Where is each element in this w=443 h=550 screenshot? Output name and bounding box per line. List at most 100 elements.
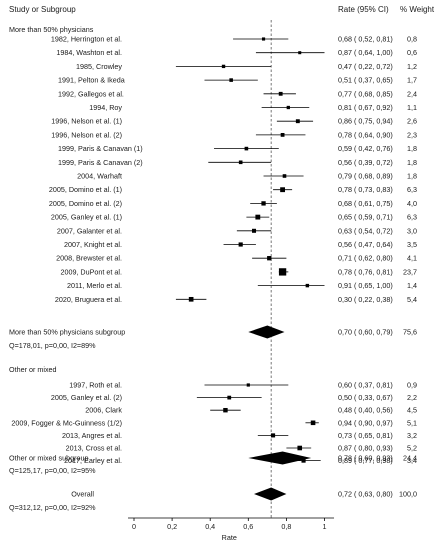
ci-value: 0,65 ( 0,59, 0,71) (338, 213, 393, 222)
ci-value: 0,87 ( 0,80, 0,93) (338, 444, 393, 453)
study-label: 2005, Domino et al. (2) (49, 199, 122, 208)
ci-value: 0,30 ( 0,22, 0,38) (338, 295, 393, 304)
study-label: 1991, Pelton & Ikeda (58, 76, 125, 85)
ci-value: 0,70 ( 0,60, 0,79) (338, 328, 393, 337)
x-tick-label: 0,4 (205, 522, 215, 531)
group-title: Other or mixed (9, 365, 57, 374)
point-estimate-square (188, 296, 194, 302)
weight-value: 1,1 (407, 103, 417, 112)
study-label: 1999, Paris & Canavan (1) (58, 144, 143, 153)
overall-label: Overall (71, 490, 94, 499)
ci-value: 0,78 ( 0,73, 0,83) (338, 185, 393, 194)
heterogeneity-stats: Q=125,17, p=0,00, I2=95% (9, 466, 96, 475)
weight-value: 3,4 (407, 456, 417, 465)
ci-value: 0,71 ( 0,62, 0,80) (338, 254, 393, 263)
overall-diamond (254, 487, 287, 501)
weight-value: 5,1 (407, 418, 417, 427)
weight-value: 1,8 (407, 172, 417, 181)
weight-value: 0,6 (407, 48, 417, 57)
study-label: 2020, Bruguera et al. (55, 295, 122, 304)
x-tick-label: 0,8 (281, 522, 291, 531)
study-label: 1996, Nelson et al. (1) (51, 117, 122, 126)
study-label: 2005, Ganley et al. (2) (51, 393, 122, 402)
heterogeneity-stats: Q=312,12, p=0,00, I2=92% (9, 503, 96, 512)
ci-value: 0,78 ( 0,64, 0,90) (338, 130, 393, 139)
weight-value: 4,0 (407, 199, 417, 208)
study-label: 2004, Warhaft (77, 172, 122, 181)
weight-value: 4,5 (407, 406, 417, 415)
weight-value: 1,4 (407, 281, 417, 290)
header-weight: % Weight (400, 5, 435, 14)
point-estimate-square (310, 420, 316, 426)
point-estimate-square (238, 160, 243, 165)
study-label: 2009, Fogger & Mc-Guinness (1/2) (11, 418, 122, 427)
ci-value: 0,68 ( 0,61, 0,75) (338, 199, 393, 208)
study-label: 2013, Angres et al. (62, 431, 122, 440)
ci-value: 0,78 ( 0,60, 0,93) (338, 454, 393, 463)
point-estimate-square (246, 383, 250, 387)
point-estimate-square (261, 201, 266, 206)
subgroup-diamond (248, 325, 285, 339)
study-label: 1992, Gallegos et al. (58, 89, 124, 98)
point-estimate-square (238, 242, 243, 247)
subgroup-label: Other or mixed subgroup (9, 454, 89, 463)
ci-value: 0,94 ( 0,90, 0,97) (338, 418, 393, 427)
study-label: 2017, Earley et al. (64, 456, 122, 465)
point-estimate-square (227, 395, 232, 400)
point-estimate-square (280, 187, 286, 193)
ci-value: 0,89 ( 0,77, 0,98) (338, 456, 393, 465)
weight-value: 2,6 (407, 117, 417, 126)
weight-value: 5,4 (407, 295, 417, 304)
study-label: 1996, Nelson et al. (2) (51, 130, 122, 139)
study-label: 2007, Galanter et al. (57, 226, 122, 235)
study-label: 2011, Merlo et al. (67, 281, 122, 290)
point-estimate-square (255, 214, 261, 220)
ci-value: 0,79 ( 0,68, 0,89) (338, 172, 393, 181)
weight-value: 2,3 (407, 130, 417, 139)
subgroup-diamond (248, 451, 312, 465)
point-estimate-square (278, 268, 287, 276)
weight-value: 2,2 (407, 393, 417, 402)
point-estimate-square (282, 174, 287, 178)
header-study: Study or Subgroup (9, 5, 76, 14)
study-label: 1984, Washton et al. (56, 48, 122, 57)
header-rate: Rate (95% CI) (338, 5, 389, 14)
ci-value: 0,87 ( 0,64, 1,00) (338, 48, 393, 57)
study-label: 1997, Roth et al. (69, 381, 122, 390)
ci-value: 0,73 ( 0,65, 0,81) (338, 431, 393, 440)
weight-value: 4,1 (407, 254, 417, 263)
study-label: 2006, Clark (85, 406, 122, 415)
point-estimate-square (280, 133, 285, 137)
study-label: 1999, Paris & Canavan (2) (58, 158, 143, 167)
study-label: 2009, DuPont et al. (60, 267, 122, 276)
ci-value: 0,56 ( 0,39, 0,72) (338, 158, 393, 167)
point-estimate-square (223, 407, 228, 413)
weight-value: 3,5 (407, 240, 417, 249)
weight-value: 6,3 (407, 185, 417, 194)
x-axis-label: Rate (222, 533, 237, 542)
ci-value: 0,48 ( 0,40, 0,56) (338, 406, 393, 415)
weight-value: 1,7 (407, 76, 417, 85)
subgroup-label: More than 50% physicians subgroup (9, 328, 125, 337)
point-estimate-square (301, 458, 306, 463)
ci-value: 0,78 ( 0,76, 0,81) (338, 267, 393, 276)
weight-value: 1,8 (407, 158, 417, 167)
ci-value: 0,63 ( 0,54, 0,72) (338, 226, 393, 235)
study-label: 2007, Knight et al. (64, 240, 122, 249)
weight-value: 6,3 (407, 213, 417, 222)
point-estimate-square (278, 91, 283, 96)
ci-value: 0,60 ( 0,37, 0,81) (338, 381, 393, 390)
weight-value: 1,8 (407, 144, 417, 153)
weight-value: 3,0 (407, 226, 417, 235)
weight-value: 75,6 (403, 328, 417, 337)
weight-value: 1,2 (407, 62, 417, 71)
point-estimate-square (252, 228, 257, 233)
weight-value: 0,9 (407, 381, 417, 390)
x-tick-label: 0,2 (167, 522, 177, 531)
point-estimate-square (298, 51, 302, 55)
x-tick-label: 1 (323, 522, 327, 531)
study-label: 2005, Ganley et al. (1) (51, 213, 122, 222)
group-title: More than 50% physicians (9, 25, 94, 34)
